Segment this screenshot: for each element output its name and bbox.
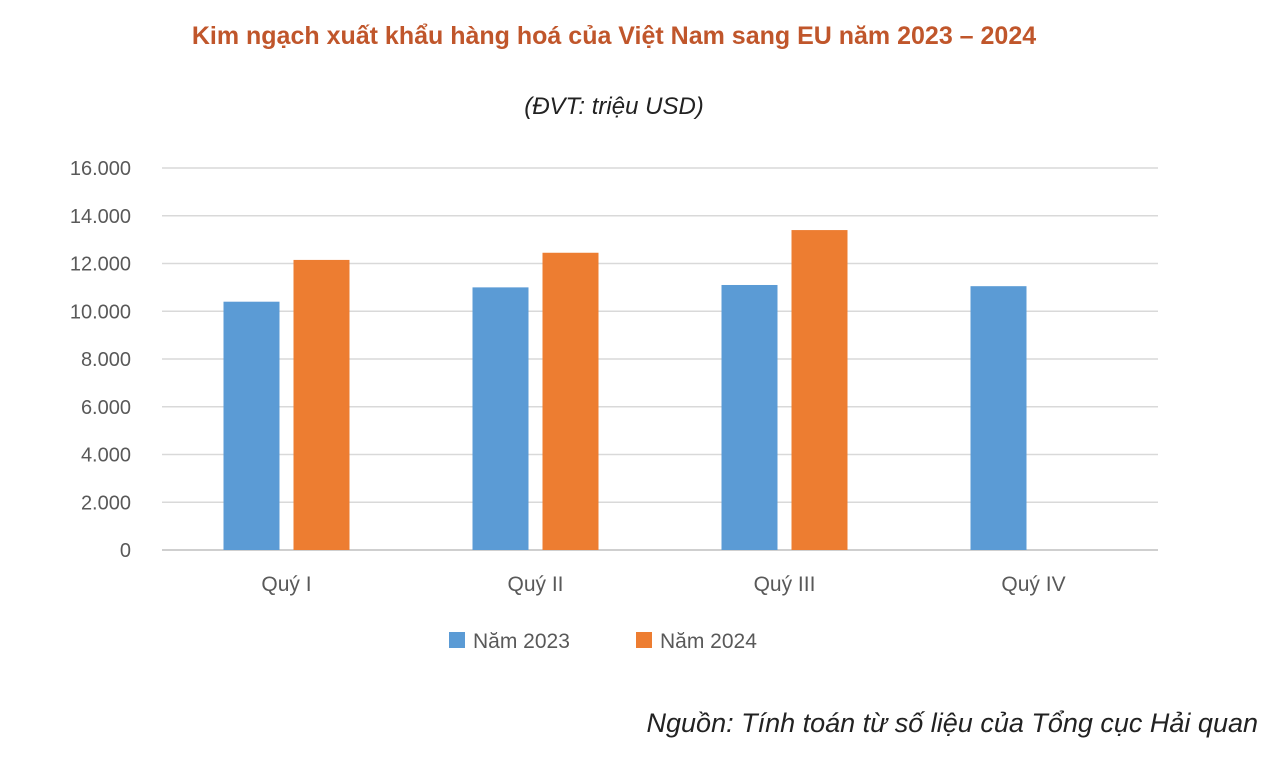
x-tick-label: Quý II: [507, 573, 563, 596]
bar-2024-3: [791, 230, 848, 550]
y-tick-label: 0: [120, 540, 131, 562]
y-tick-label: 8.000: [81, 349, 131, 371]
bar-2023-3: [721, 284, 778, 550]
bar-2023-2: [472, 287, 529, 550]
y-tick-label: 12.000: [70, 254, 131, 276]
chart-title: Kim ngạch xuất khẩu hàng hoá của Việt Na…: [191, 22, 1037, 50]
x-tick-label: Quý I: [261, 573, 311, 596]
source-note: Nguồn: Tính toán từ số liệu của Tổng cục…: [646, 708, 1258, 738]
x-axis-tick-labels: Quý I Quý II Quý III Quý IV: [261, 573, 1065, 596]
y-tick-label: 6.000: [81, 397, 131, 419]
bar-2023-4: [970, 286, 1027, 550]
y-tick-label: 14.000: [70, 206, 131, 228]
legend-label: Năm 2023: [473, 630, 570, 653]
bar-2024-2: [542, 252, 599, 550]
y-axis-tick-labels: 0 2.000 4.000 6.000 8.000 10.000 12.000 14.000 1…: [70, 158, 131, 562]
legend-swatch: [636, 632, 652, 648]
legend-label: Năm 2024: [660, 630, 757, 653]
legend-swatch: [449, 632, 465, 648]
y-tick-label: 4.000: [81, 445, 131, 467]
legend: Năm 2023 Năm 2024: [449, 630, 757, 653]
bar-2023-1: [223, 301, 280, 550]
y-tick-label: 16.000: [70, 158, 131, 180]
bar-2024-1: [293, 259, 350, 550]
bars: [223, 230, 1027, 550]
y-tick-label: 2.000: [81, 492, 131, 514]
y-tick-label: 10.000: [70, 301, 131, 323]
x-tick-label: Quý III: [754, 573, 816, 596]
x-tick-label: Quý IV: [1001, 573, 1065, 596]
bar-chart: 0 2.000 4.000 6.000 8.000 10.000 12.000 14.000 1…: [70, 158, 1158, 653]
chart-subtitle: (ĐVT: triệu USD): [524, 93, 704, 120]
